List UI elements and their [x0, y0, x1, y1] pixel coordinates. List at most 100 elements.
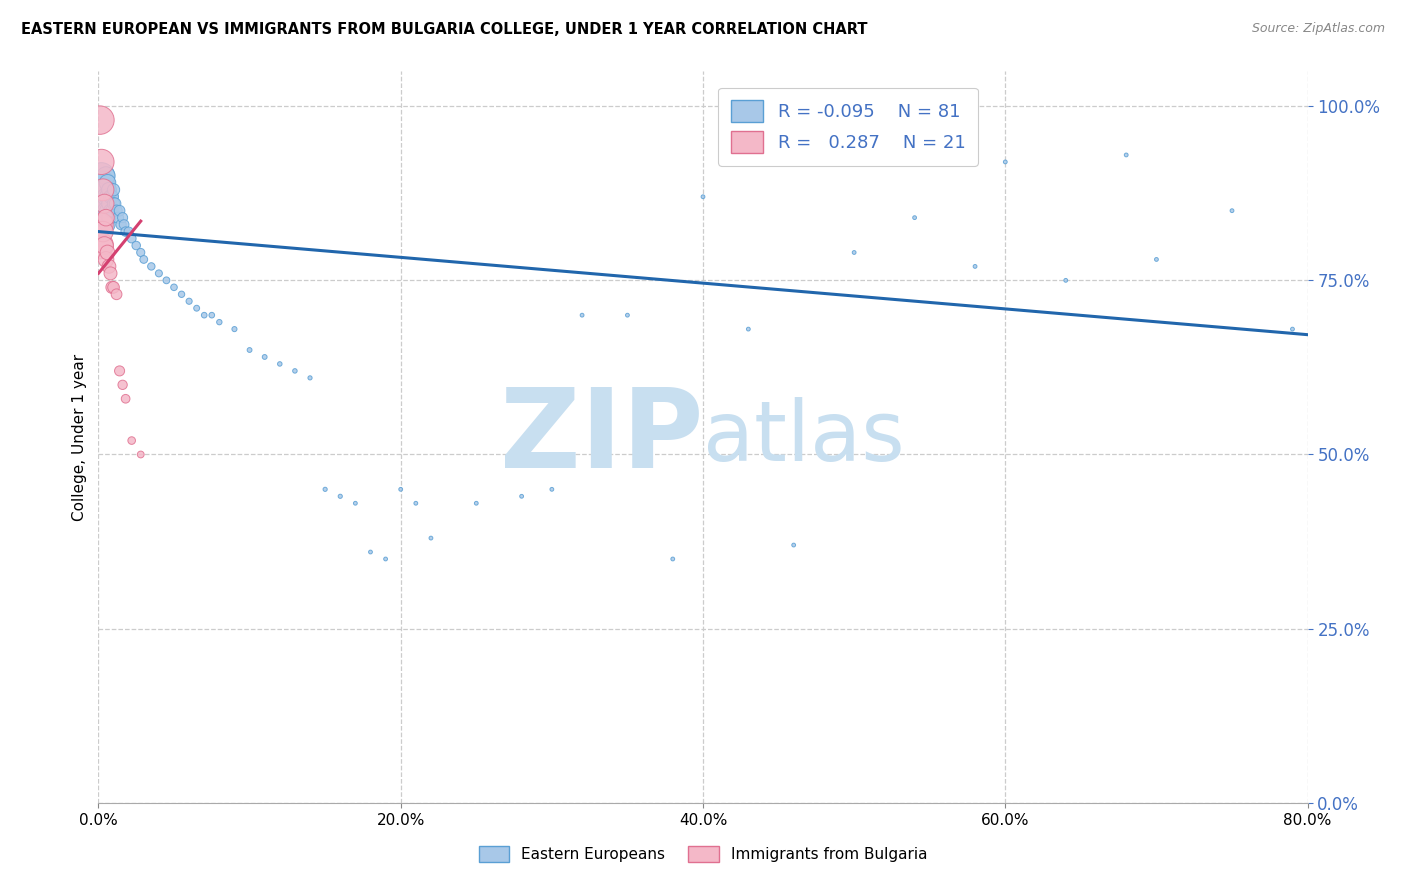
Point	[91, 183, 114, 197]
Point	[360, 545, 382, 559]
Point	[284, 364, 307, 378]
Point	[1144, 252, 1167, 267]
Point	[112, 218, 135, 232]
Point	[121, 231, 143, 245]
Point	[93, 238, 115, 252]
Point	[91, 176, 114, 190]
Point	[844, 245, 866, 260]
Point	[661, 552, 683, 566]
Point	[93, 196, 115, 211]
Point	[94, 190, 117, 204]
Point	[405, 496, 427, 510]
Point	[389, 483, 412, 497]
Point	[93, 196, 115, 211]
Point	[121, 434, 143, 448]
Legend: Eastern Europeans, Immigrants from Bulgaria: Eastern Europeans, Immigrants from Bulga…	[472, 840, 934, 868]
Point	[163, 280, 186, 294]
Point	[98, 196, 121, 211]
Point	[114, 225, 136, 239]
Point	[101, 190, 124, 204]
Point	[420, 531, 443, 545]
Point	[94, 169, 117, 183]
Text: Source: ZipAtlas.com: Source: ZipAtlas.com	[1251, 22, 1385, 36]
Text: ZIP: ZIP	[499, 384, 703, 491]
Point	[111, 211, 134, 225]
Point	[201, 308, 224, 322]
Point	[965, 260, 987, 274]
Point	[155, 273, 177, 287]
Point	[1115, 148, 1137, 162]
Point	[141, 260, 163, 274]
Point	[90, 169, 112, 183]
Point	[105, 287, 128, 301]
Point	[125, 238, 148, 252]
Point	[1281, 322, 1303, 336]
Point	[118, 225, 141, 239]
Point	[132, 252, 155, 267]
Point	[465, 496, 488, 510]
Point	[571, 308, 593, 322]
Point	[129, 448, 152, 462]
Point	[103, 183, 125, 197]
Point	[103, 196, 125, 211]
Point	[89, 238, 111, 252]
Point	[148, 266, 170, 280]
Point	[98, 211, 121, 225]
Text: atlas: atlas	[703, 397, 904, 477]
Point	[98, 260, 121, 274]
Point	[208, 315, 231, 329]
Point	[111, 377, 134, 392]
Point	[329, 489, 352, 503]
Point	[101, 280, 124, 294]
Point	[783, 538, 806, 552]
Point	[616, 308, 638, 322]
Point	[94, 252, 117, 267]
Text: EASTERN EUROPEAN VS IMMIGRANTS FROM BULGARIA COLLEGE, UNDER 1 YEAR CORRELATION C: EASTERN EUROPEAN VS IMMIGRANTS FROM BULG…	[21, 22, 868, 37]
Point	[1220, 203, 1243, 218]
Point	[170, 287, 193, 301]
Point	[96, 176, 118, 190]
Point	[110, 218, 132, 232]
Point	[96, 203, 118, 218]
Y-axis label: College, Under 1 year: College, Under 1 year	[72, 353, 87, 521]
Point	[90, 190, 112, 204]
Point	[89, 113, 111, 128]
Point	[108, 364, 131, 378]
Point	[90, 155, 112, 169]
Point	[314, 483, 336, 497]
Point	[1054, 273, 1077, 287]
Point	[904, 211, 927, 225]
Point	[104, 196, 127, 211]
Point	[239, 343, 262, 357]
Point	[100, 266, 122, 280]
Point	[344, 496, 367, 510]
Point	[108, 203, 131, 218]
Point	[98, 183, 121, 197]
Point	[94, 211, 117, 225]
Point	[96, 190, 118, 204]
Point	[114, 392, 136, 406]
Point	[737, 322, 759, 336]
Point	[94, 203, 117, 218]
Point	[93, 211, 115, 225]
Point	[100, 203, 122, 218]
Point	[299, 371, 322, 385]
Point	[253, 350, 276, 364]
Point	[96, 245, 118, 260]
Point	[129, 245, 152, 260]
Point	[193, 308, 215, 322]
Point	[374, 552, 396, 566]
Point	[186, 301, 208, 316]
Point	[93, 183, 115, 197]
Point	[105, 203, 128, 218]
Point	[224, 322, 246, 336]
Point	[90, 218, 112, 232]
Point	[91, 190, 114, 204]
Point	[510, 489, 533, 503]
Point	[101, 203, 124, 218]
Point	[89, 183, 111, 197]
Point	[269, 357, 291, 371]
Point	[994, 155, 1017, 169]
Point	[91, 225, 114, 239]
Point	[540, 483, 562, 497]
